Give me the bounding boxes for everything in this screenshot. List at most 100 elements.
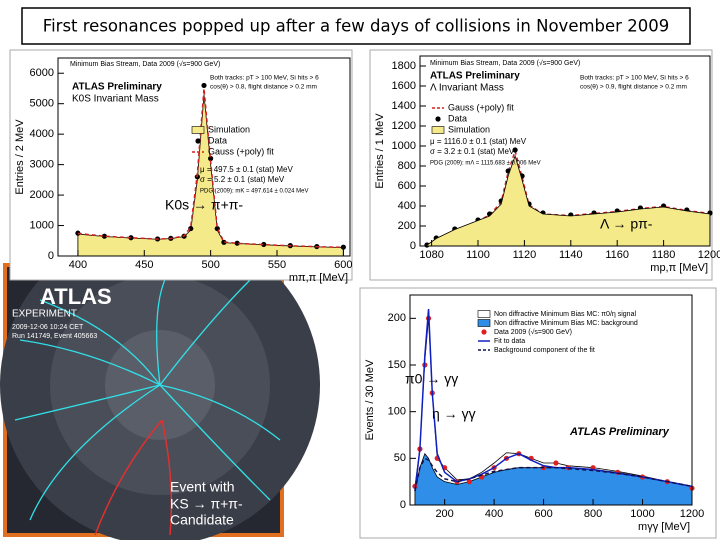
annotation: π0 → γγ [405, 371, 458, 387]
y-axis-label: Events / 30 MeV [364, 359, 376, 440]
track [19, 339, 161, 386]
title-box [21, 7, 691, 45]
y-tick-label: 50 [394, 452, 406, 464]
annotation: Both tracks: pT > 100 MeV, Si hits > 6 [580, 75, 689, 82]
y-tick-label: 200 [388, 312, 406, 324]
annotation: K0s → π+π- [165, 197, 243, 213]
y-axis-label: Entries / 2 MeV [14, 119, 26, 195]
y-tick-label: 2000 [30, 189, 54, 201]
caption: Event with [170, 479, 235, 495]
data-point [512, 147, 518, 153]
caption: Candidate [170, 512, 234, 528]
legend-swatch [481, 329, 487, 335]
x-tick-label: 800 [584, 508, 602, 520]
track [159, 279, 251, 386]
x-tick-label: 1180 [652, 249, 676, 261]
y-tick-label: 5000 [30, 98, 54, 110]
data-point [101, 233, 108, 239]
y-tick-label: 1000 [392, 140, 416, 152]
x-tick-label: 1000 [630, 508, 654, 520]
x-tick-label: 1200 [680, 508, 704, 520]
legend-swatch [477, 319, 491, 327]
x-axis-label: mγγ [MeV] [638, 521, 690, 533]
y-tick-label: 3000 [30, 159, 54, 171]
legend-swatch [435, 116, 441, 122]
data-point [128, 235, 134, 241]
annotation: Λ → pπ- [600, 216, 653, 232]
chart-title: ATLAS Preliminary [569, 426, 670, 438]
annotation: σ = 3.2 ± 0.1 (stat) MeV [430, 147, 515, 156]
x-tick-label: 1160 [605, 249, 629, 261]
y-axis-label: Entries / 1 MeV [374, 113, 386, 189]
data-point [201, 82, 207, 89]
legend-swatch [191, 126, 205, 134]
legend-label: Fit to data [494, 338, 525, 345]
legend-label: Non diffractive Minimum Bias MC: π0/η si… [494, 311, 636, 318]
chart-title: Minimum Bias Stream, Data 2009 (√s=900 G… [430, 59, 580, 67]
y-tick-label: 800 [398, 160, 416, 172]
y-tick-label: 1200 [392, 120, 416, 132]
data-point [221, 239, 227, 245]
x-tick-label: 600 [334, 259, 352, 271]
annotation: cos(θ) > 0.9, flight distance > 0.2 mm [580, 84, 687, 91]
legend-swatch [195, 138, 201, 144]
x-axis-label: mp,π [MeV] [650, 262, 708, 274]
logo-sub: EXPERIMENT [12, 309, 77, 320]
track [94, 419, 163, 536]
y-tick-label: 600 [398, 180, 416, 192]
x-tick-label: 500 [201, 259, 219, 271]
annotation: PDG (2009): mΛ = 1115.683 ± 0.006 MeV [430, 161, 541, 167]
annotation: μ = 1116.0 ± 0.1 (stat) MeV [430, 137, 527, 146]
x-tick-label: 1200 [698, 249, 720, 261]
legend-label: Non diffractive Minimum Bias MC: backgro… [494, 320, 638, 327]
data-point [208, 155, 214, 162]
x-tick-label: 400 [69, 259, 87, 271]
logo: ATLAS [40, 284, 112, 309]
annotation: ATLAS Preliminary [72, 82, 162, 93]
x-tick-label: 1120 [513, 249, 537, 261]
track [14, 384, 161, 421]
data-point [234, 240, 240, 246]
x-tick-label: 1140 [559, 249, 583, 261]
event-run: Run 141749, Event 405663 [12, 333, 97, 340]
y-tick-label: 1800 [392, 60, 416, 72]
y-tick-label: 1400 [392, 100, 416, 112]
slide-title: First resonances popped up after a few d… [43, 17, 669, 36]
y-tick-label: 150 [388, 359, 406, 371]
fit-dashed [77, 88, 344, 249]
x-tick-label: 550 [268, 259, 286, 271]
legend-swatch [431, 126, 445, 134]
data-point [553, 460, 559, 466]
x-tick-label: 200 [435, 508, 453, 520]
x-tick-label: 450 [135, 259, 153, 271]
plot-frame [409, 294, 693, 506]
legend-label: Background component of the fit [494, 347, 595, 354]
x-tick-label: 1100 [466, 249, 490, 261]
track [159, 384, 271, 501]
annotation: Both tracks: pT > 100 MeV, Si hits > 6 [210, 75, 319, 82]
y-tick-label: 4000 [30, 128, 54, 140]
data-point [75, 230, 81, 236]
sim-area [426, 154, 711, 247]
y-tick-label: 1600 [392, 80, 416, 92]
y-tick-label: 0 [400, 499, 406, 511]
annotation: Λ Invariant Mass [430, 83, 504, 94]
track [39, 299, 161, 386]
ks-tracks [94, 419, 173, 536]
data-point [466, 479, 472, 485]
legend-label: Simulation [208, 124, 250, 134]
y-tick-label: 6000 [30, 67, 54, 79]
plot-frame [57, 57, 351, 257]
event-display: ATLAS EXPERIMENT 2009-12-06 10:24 CET Ru… [0, 225, 320, 545]
y-tick-label: 200 [398, 220, 416, 232]
y-tick-label: 100 [388, 406, 406, 418]
track [161, 419, 173, 536]
annotation: η → γγ [432, 406, 476, 422]
x-tick-label: 400 [485, 508, 503, 520]
legend-label: Data [208, 135, 227, 145]
y-tick-label: 0 [410, 240, 416, 252]
legend-label: Gauss (+poly) fit [208, 146, 274, 156]
